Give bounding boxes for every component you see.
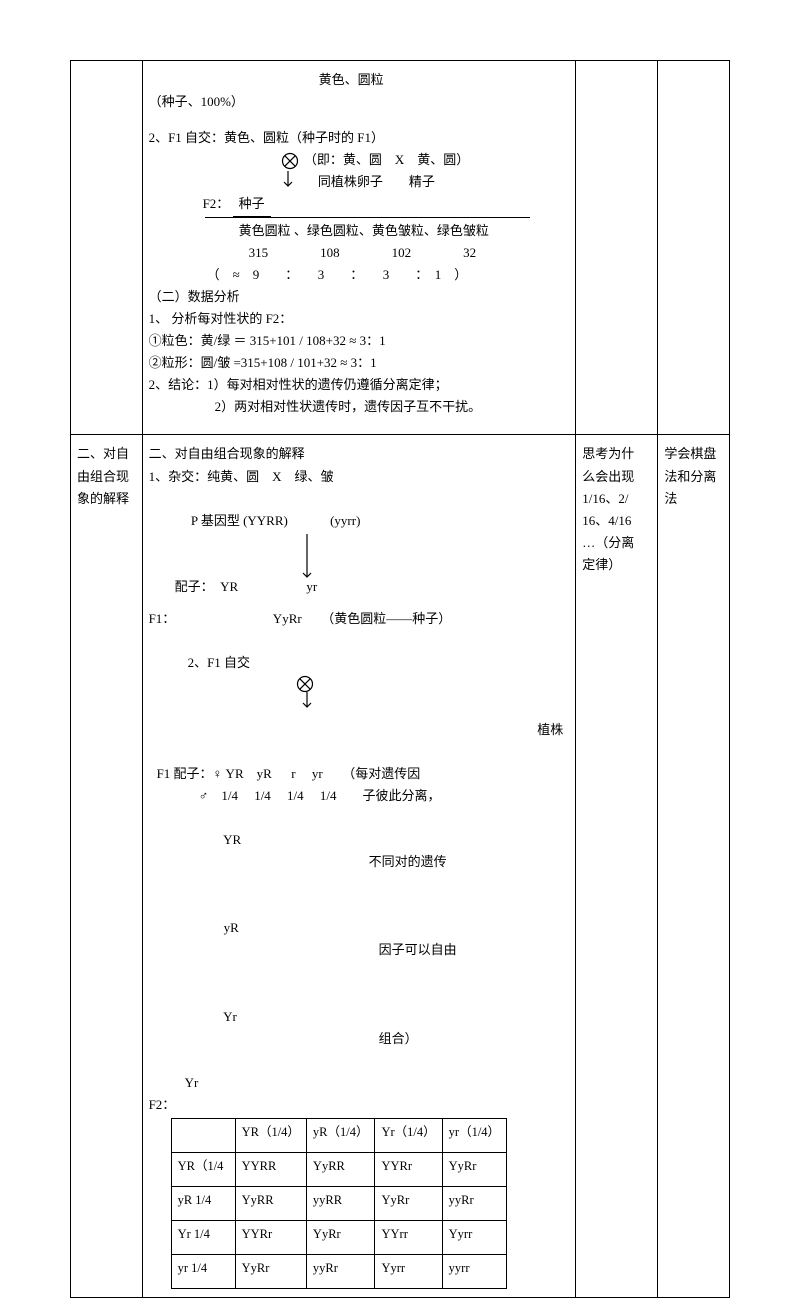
punnett-r0c3: YYRr [375,1153,442,1187]
r2c4-l1: 学会棋盘 [664,443,723,465]
r2c1-l1: 二、对自 [77,443,136,465]
arrow-down-icon [301,648,347,754]
row2-col1: 二、对自 由组合现 象的解释 [71,435,143,1298]
row1-col4 [658,61,730,435]
row1-col2: 黄色、圆粒 （种子、100%） 2、F1 自交：黄色、圆粒（种子时的 F1） [142,61,576,435]
punnett-r2c0: Yr 1/4 [171,1221,235,1255]
punnett-r3c4: yyrr [442,1255,506,1289]
punnett-r2c2: YyRr [306,1221,375,1255]
note-1: 因子可以自由 [379,939,457,961]
punnett-r0c0: YR（1/4 [171,1153,235,1187]
r1-seed100: （种子、100%） [149,91,570,113]
r1-ratio: （ ≈ 9 ： 3 ： 3 ： 1 ） [149,264,570,286]
punnett-r3c0: yr 1/4 [171,1255,235,1289]
r2c3-l1: 思考为什 [582,443,651,465]
punnett-r1c2: yyRR [306,1187,375,1221]
arrow-down-icon [301,490,347,624]
r1-same-plant: 同植株卵子 精子 [300,171,435,193]
punnett-header-4: yr（1/4） [442,1119,506,1153]
r2-f2label: F2： [149,1094,570,1116]
yr-0: YR [223,832,241,847]
otimes-icon [281,152,299,170]
punnett-square: YR（1/4） yR（1/4） Yr（1/4） yr（1/4） YR（1/4 Y… [171,1118,507,1289]
r2-f1line: F1： YyRr （黄色圆粒——种子） [149,608,570,630]
punnett-header-3: Yr（1/4） [375,1119,442,1153]
punnett-r3c3: Yyrr [375,1255,442,1289]
punnett-r2c3: YYrr [375,1221,442,1255]
r2-male: ♂ 1/4 1/4 1/4 1/4 子彼此分离， [149,785,570,807]
yr-1: yR [224,920,239,935]
row2-col4: 学会棋盘 法和分离 法 [658,435,730,1298]
r1-color: ①粒色：黄/绿 ＝ 315+101 / 108+32 ≈ 3：1 [149,330,570,352]
row1-col3 [576,61,658,435]
r1-conc2: 2）两对相对性状遗传时，遗传因子互不干扰。 [149,396,570,418]
punnett-r1c0: yR 1/4 [171,1187,235,1221]
punnett-header-1: YR（1/4） [235,1119,306,1153]
r1-shape: ②粒形：圆/皱 =315+108 / 101+32 ≈ 3：1 [149,352,570,374]
r2-cross: 1、杂交：纯黄、圆 X 绿、皱 [149,466,570,488]
divider-line [205,217,530,218]
r1-title: 黄色、圆粒 [149,69,570,91]
punnett-r1c3: YyRr [375,1187,442,1221]
punnett-r1c4: yyRr [442,1187,506,1221]
r2-pgen: P 基因型 (YYRR) (yyrr) [149,488,570,576]
punnett-header-2: yR（1/4） [306,1119,375,1153]
punnett-r0c1: YYRR [235,1153,306,1187]
note-0: 不同对的遗传 [369,851,447,873]
r1-sec2: （二）数据分析 [149,286,570,308]
r2c3-l3: 1/16、2/ [582,488,651,510]
r2-f1self: 2、F1 自交 [188,655,250,670]
r2c1-l3: 象的解释 [77,488,136,510]
r1-analyze: 1、 分析每对性状的 F2： [149,308,570,330]
yr-2: Yr [223,1009,237,1024]
punnett-r0c2: YyRR [306,1153,375,1187]
r1-cross-note: （即：黄、圆 X 黄、圆） [304,152,469,167]
note-2: 组合） [379,1028,418,1050]
r2-plant: 植株 [537,719,563,741]
r1-f1self: 2、F1 自交：黄色、圆粒（种子时的 F1） [149,127,570,149]
r2c1-l2: 由组合现 [77,466,136,488]
row2-col3: 思考为什 么会出现 1/16、2/ 16、4/16 …（分离 定律） [576,435,658,1298]
r1-f2-seed: 种子 [233,193,271,216]
punnett-r2c4: Yyrr [442,1221,506,1255]
r2c4-l3: 法 [664,488,723,510]
r1-nums: 315 108 102 32 [149,242,570,264]
yr-3: Yr [149,1072,570,1094]
punnett-r1c1: YyRR [235,1187,306,1221]
arrow-down-icon [281,171,295,189]
punnett-r3c2: yyRr [306,1255,375,1289]
r2c3-l4: 16、4/16 [582,510,651,532]
lesson-plan-table: 黄色、圆粒 （种子、100%） 2、F1 自交：黄色、圆粒（种子时的 F1） [70,60,730,1298]
punnett-header-0 [171,1119,235,1153]
r2-gametes: 配子： YR yr [149,576,570,598]
punnett-r3c1: YyRr [235,1255,306,1289]
r2-title: 二、对自由组合现象的解释 [149,443,570,465]
r1-phenotypes: 黄色圆粒 、绿色圆粒、黄色皱粒、绿色皱粒 [149,220,570,242]
r1-f2-label: F2： [203,196,230,211]
row1-col1 [71,61,143,435]
punnett-r2c1: YYRr [235,1221,306,1255]
r2-f1gametes: F1 配子：♀ YR yR r yr （每对遗传因 [149,763,570,785]
punnett-r0c4: YyRr [442,1153,506,1187]
r2c4-l2: 法和分离 [664,466,723,488]
row2-col2: 二、对自由组合现象的解释 1、杂交：纯黄、圆 X 绿、皱 P 基因型 (YYRR… [142,435,576,1298]
r2c3-l6: 定律） [582,554,651,576]
r2c3-l5: …（分离 [582,532,651,554]
r1-conc1: 2、结论：1）每对相对性状的遗传仍遵循分离定律； [149,374,570,396]
r2c3-l2: 么会出现 [582,466,651,488]
